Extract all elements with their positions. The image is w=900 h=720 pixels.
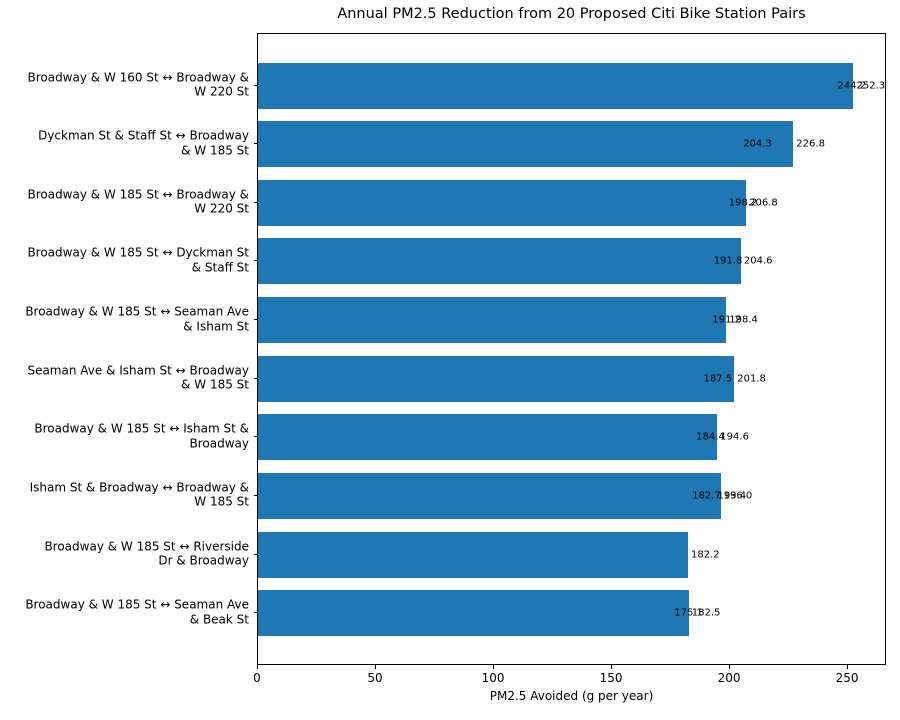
bar (258, 531, 689, 578)
x-tick-label: 150 (599, 671, 623, 685)
y-tick-mark (253, 553, 257, 555)
y-tick-label: Broadway & W 185 St ↔ Broadway & W 220 St (0, 187, 249, 216)
bar (258, 179, 747, 226)
y-tick-label-line: Broadway & W 160 St ↔ Broadway & (27, 70, 249, 84)
y-tick-label-line: Seaman Ave & Isham St ↔ Broadway (27, 363, 249, 378)
x-axis-label: PM2.5 Avoided (g per year) (489, 689, 654, 703)
y-tick-mark (253, 436, 257, 438)
bar-value-label: 184.4 (696, 431, 725, 443)
x-tick-label: 200 (717, 671, 741, 685)
y-tick-label: Broadway & W 160 St ↔ Broadway & W 220 St (0, 70, 249, 99)
bar (258, 590, 689, 637)
bar-value-label: 198.4 (729, 314, 758, 326)
x-tick-mark (728, 665, 730, 669)
bar-value-label: 182.7 (692, 490, 721, 502)
bar-value-label: 198.2 (728, 197, 758, 209)
bar-value-label: 196.0 (723, 490, 753, 502)
y-tick-label-line: & W 185 St (181, 377, 249, 392)
x-tick-label: 0 (253, 671, 261, 685)
bar (258, 121, 794, 168)
bar-value-label: 191.8 (713, 255, 743, 267)
x-tick-label: 100 (481, 671, 505, 685)
y-tick-label-line: Broadway & W 185 St ↔ Seaman Ave (25, 304, 249, 319)
y-tick-label-line: Broadway & W 185 St ↔ Dyckman St (27, 245, 249, 260)
y-tick-label-line: & W 185 St (181, 143, 249, 158)
bar-value-label: 206.8 (749, 197, 778, 209)
bar (258, 472, 721, 519)
y-tick-label-line: Broadway & W 185 St ↔ Broadway & (27, 187, 249, 202)
y-tick-mark (253, 377, 257, 379)
x-tick-label: 250 (835, 671, 859, 685)
y-tick-label-line: Broadway & W 185 St ↔ Riverside (44, 539, 249, 554)
y-tick-mark (253, 143, 257, 145)
bar-value-label: 191.2 (712, 314, 741, 326)
bar (258, 238, 741, 285)
x-tick-mark (846, 665, 848, 669)
chart-title: Annual PM2.5 Reduction from 20 Proposed … (337, 6, 806, 22)
y-tick-mark (253, 260, 257, 262)
y-tick-mark (253, 84, 257, 86)
x-tick-mark (374, 665, 376, 669)
bar-value-label: 194.6 (720, 431, 749, 443)
y-tick-label-line: W 185 St (194, 494, 249, 509)
y-tick-label-line: Broadway & W 185 St ↔ Seaman Ave (25, 597, 249, 612)
y-tick-label-line: & Staff St (191, 260, 249, 275)
x-tick-mark (492, 665, 494, 669)
y-tick-mark (253, 201, 257, 203)
plot-area: 244.2 252.3 204.3 226.8 198.2 206.8 191.8 204.6… (257, 33, 886, 665)
bar-value-label: 175.1 (674, 607, 703, 619)
y-tick-mark (253, 319, 257, 321)
y-tick-label: Broadway & W 185 St ↔ Riverside Dr & Broa… (0, 539, 249, 568)
x-tick-label: 50 (367, 671, 383, 685)
bar-value-label: 204.3 (743, 138, 772, 150)
x-tick-mark (610, 665, 612, 669)
y-tick-label: Broadway & W 185 St ↔ Isham St & Broadway (0, 422, 249, 451)
bar-value-label: 182.2 (691, 549, 720, 561)
y-tick-label-line: W 220 St (194, 201, 249, 216)
y-tick-label-line: & Isham St (183, 319, 249, 334)
y-tick-label-line: Isham St & Broadway ↔ Broadway & (29, 480, 249, 495)
bar (258, 62, 854, 109)
bar-value-label: 244.2 (837, 80, 866, 91)
y-tick-mark (253, 612, 257, 614)
y-tick-mark (253, 494, 257, 496)
bar-value-label: 187.5 (703, 373, 733, 385)
y-tick-label-line: W 220 St (194, 84, 249, 99)
y-tick-label-line: Broadway & W 185 St ↔ Isham St & (34, 421, 249, 436)
y-tick-label-line: Dyckman St & Staff St ↔ Broadway (38, 128, 249, 143)
x-tick-mark (256, 665, 258, 669)
bar-value-label: 193.4 (717, 490, 747, 502)
bar (258, 297, 727, 344)
y-tick-label: Broadway & W 185 St ↔ Seaman Ave & Beak S… (0, 598, 249, 627)
y-tick-label: Seaman Ave & Isham St ↔ Broadway & W 185 … (0, 363, 249, 392)
bar-value-label: 252.3 (856, 80, 886, 91)
y-tick-label-line: Broadway (189, 436, 249, 451)
y-tick-label: Broadway & W 185 St ↔ Seaman Ave & Isham … (0, 305, 249, 334)
y-tick-label: Dyckman St & Staff St ↔ Broadway & W 185 … (0, 129, 249, 158)
y-tick-label-line: Dr & Broadway (158, 553, 249, 568)
bar (258, 355, 735, 402)
bar (258, 414, 718, 461)
bar-value-label: 204.6 (743, 255, 773, 267)
y-tick-label-line: & Beak St (189, 612, 249, 627)
bar-value-label: 201.8 (737, 373, 766, 385)
bar-value-label: 226.8 (796, 138, 825, 150)
y-tick-label: Isham St & Broadway ↔ Broadway & W 185 St (0, 480, 249, 509)
bar-value-label: 182.5 (691, 607, 721, 619)
y-tick-label: Broadway & W 185 St ↔ Dyckman St & Staff … (0, 246, 249, 275)
